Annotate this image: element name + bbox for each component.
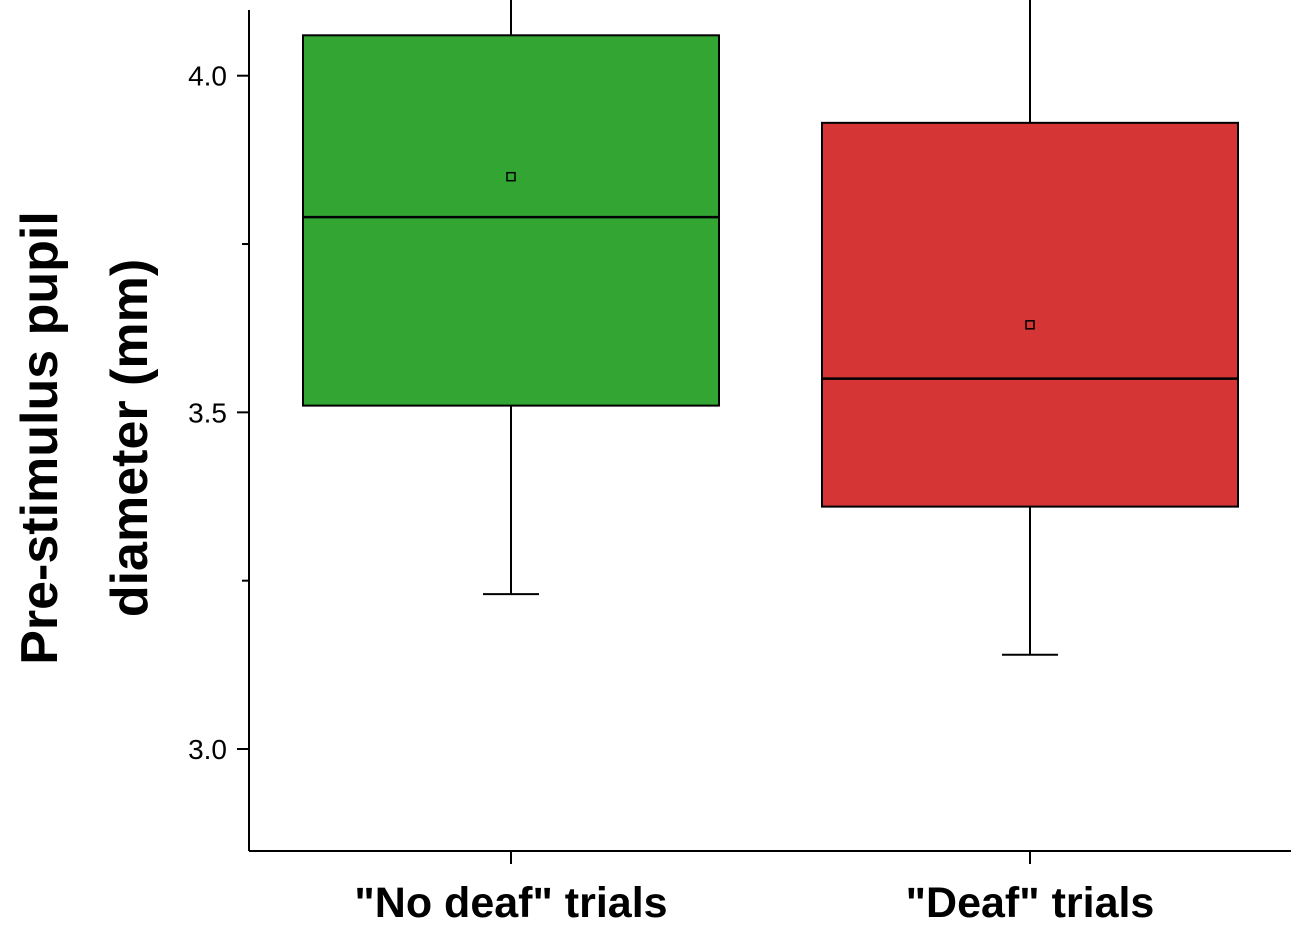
y-tick-label: 3.0 <box>188 734 227 765</box>
x-axis-categories: "No deaf" trials "Deaf" trials <box>354 851 1154 925</box>
box-group <box>302 0 720 596</box>
iqr-box <box>821 121 1239 508</box>
mean-marker <box>1025 320 1035 330</box>
mean-marker <box>506 171 516 182</box>
y-axis-title-line: diameter (mm) <box>101 259 159 617</box>
y-tick-label: 4.0 <box>188 61 227 92</box>
boxes <box>302 0 1239 656</box>
y-axis-ticks: 3.03.54.04.55.0 <box>188 61 249 765</box>
y-axis-title: Pre-stimulus pupil diameter (mm) <box>11 211 159 665</box>
box-group <box>821 0 1239 656</box>
iqr-box <box>302 34 720 407</box>
y-axis-title-line: Pre-stimulus pupil <box>11 211 69 665</box>
x-category-label: "Deaf" trials <box>906 879 1155 925</box>
y-tick-label: 3.5 <box>188 397 227 428</box>
axes <box>248 10 1291 852</box>
x-category-label: "No deaf" trials <box>354 879 667 925</box>
